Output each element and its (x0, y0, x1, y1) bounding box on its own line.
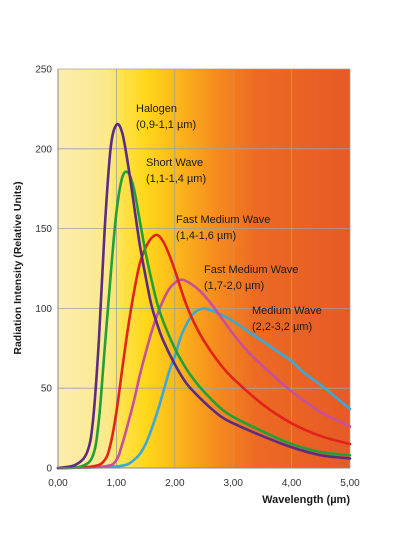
series-line-fast-medium-wave-1 (56, 233, 352, 470)
series-label-fast-medium-wave-1-range: (1,4-1,6 µm) (176, 230, 236, 242)
x-tick-label: 3,00 (223, 478, 243, 489)
series-line-medium-wave (56, 307, 352, 470)
x-axis-label: Wavelength (µm) (262, 494, 350, 506)
series-labels: Halogen (0,9-1,1 µm) Short Wave (1,1-1,4 µm… (136, 103, 322, 333)
x-tick-label: 2,00 (165, 478, 185, 489)
y-tick-label: 100 (35, 304, 52, 315)
y-axis-label: Radiation Intensity (Relative Units) (12, 181, 24, 354)
series-label-medium-wave-name: Medium Wave (252, 305, 322, 317)
x-tick-label: 4,00 (282, 478, 302, 489)
series-line-short-wave (56, 170, 352, 470)
series-label-halogen-range: (0,9-1,1 µm) (136, 119, 196, 131)
x-tick-label: 5,00 (340, 478, 360, 489)
series-label-fast-medium-wave-2-name: Fast Medium Wave (204, 264, 298, 276)
series-label-short-wave-range: (1,1-1,4 µm) (146, 173, 206, 185)
y-tick-label: 150 (35, 224, 52, 235)
series-label-short-wave-name: Short Wave (146, 157, 203, 169)
series-label-fast-medium-wave-1-name: Fast Medium Wave (176, 214, 270, 226)
y-tick-label: 250 (35, 65, 52, 76)
series-line-halogen (56, 122, 352, 470)
series-label-halogen-name: Halogen (136, 103, 177, 115)
x-tick-label: 1,00 (107, 478, 127, 489)
series-label-fast-medium-wave-2-range: (1,7-2,0 µm) (204, 280, 264, 292)
tick-labels: 0 50 100 150 200 250 0,00 1,00 2,00 3,00 4,00 5,00 (35, 65, 360, 490)
x-tick-label: 0,00 (48, 478, 68, 489)
series-label-medium-wave-range: (2,2-3,2 µm) (252, 321, 312, 333)
series-line-fast-medium-wave-2 (56, 278, 352, 470)
y-tick-label: 200 (35, 144, 52, 155)
series-lines (56, 122, 352, 470)
y-tick-label: 50 (41, 384, 53, 395)
y-tick-label: 0 (46, 464, 52, 475)
